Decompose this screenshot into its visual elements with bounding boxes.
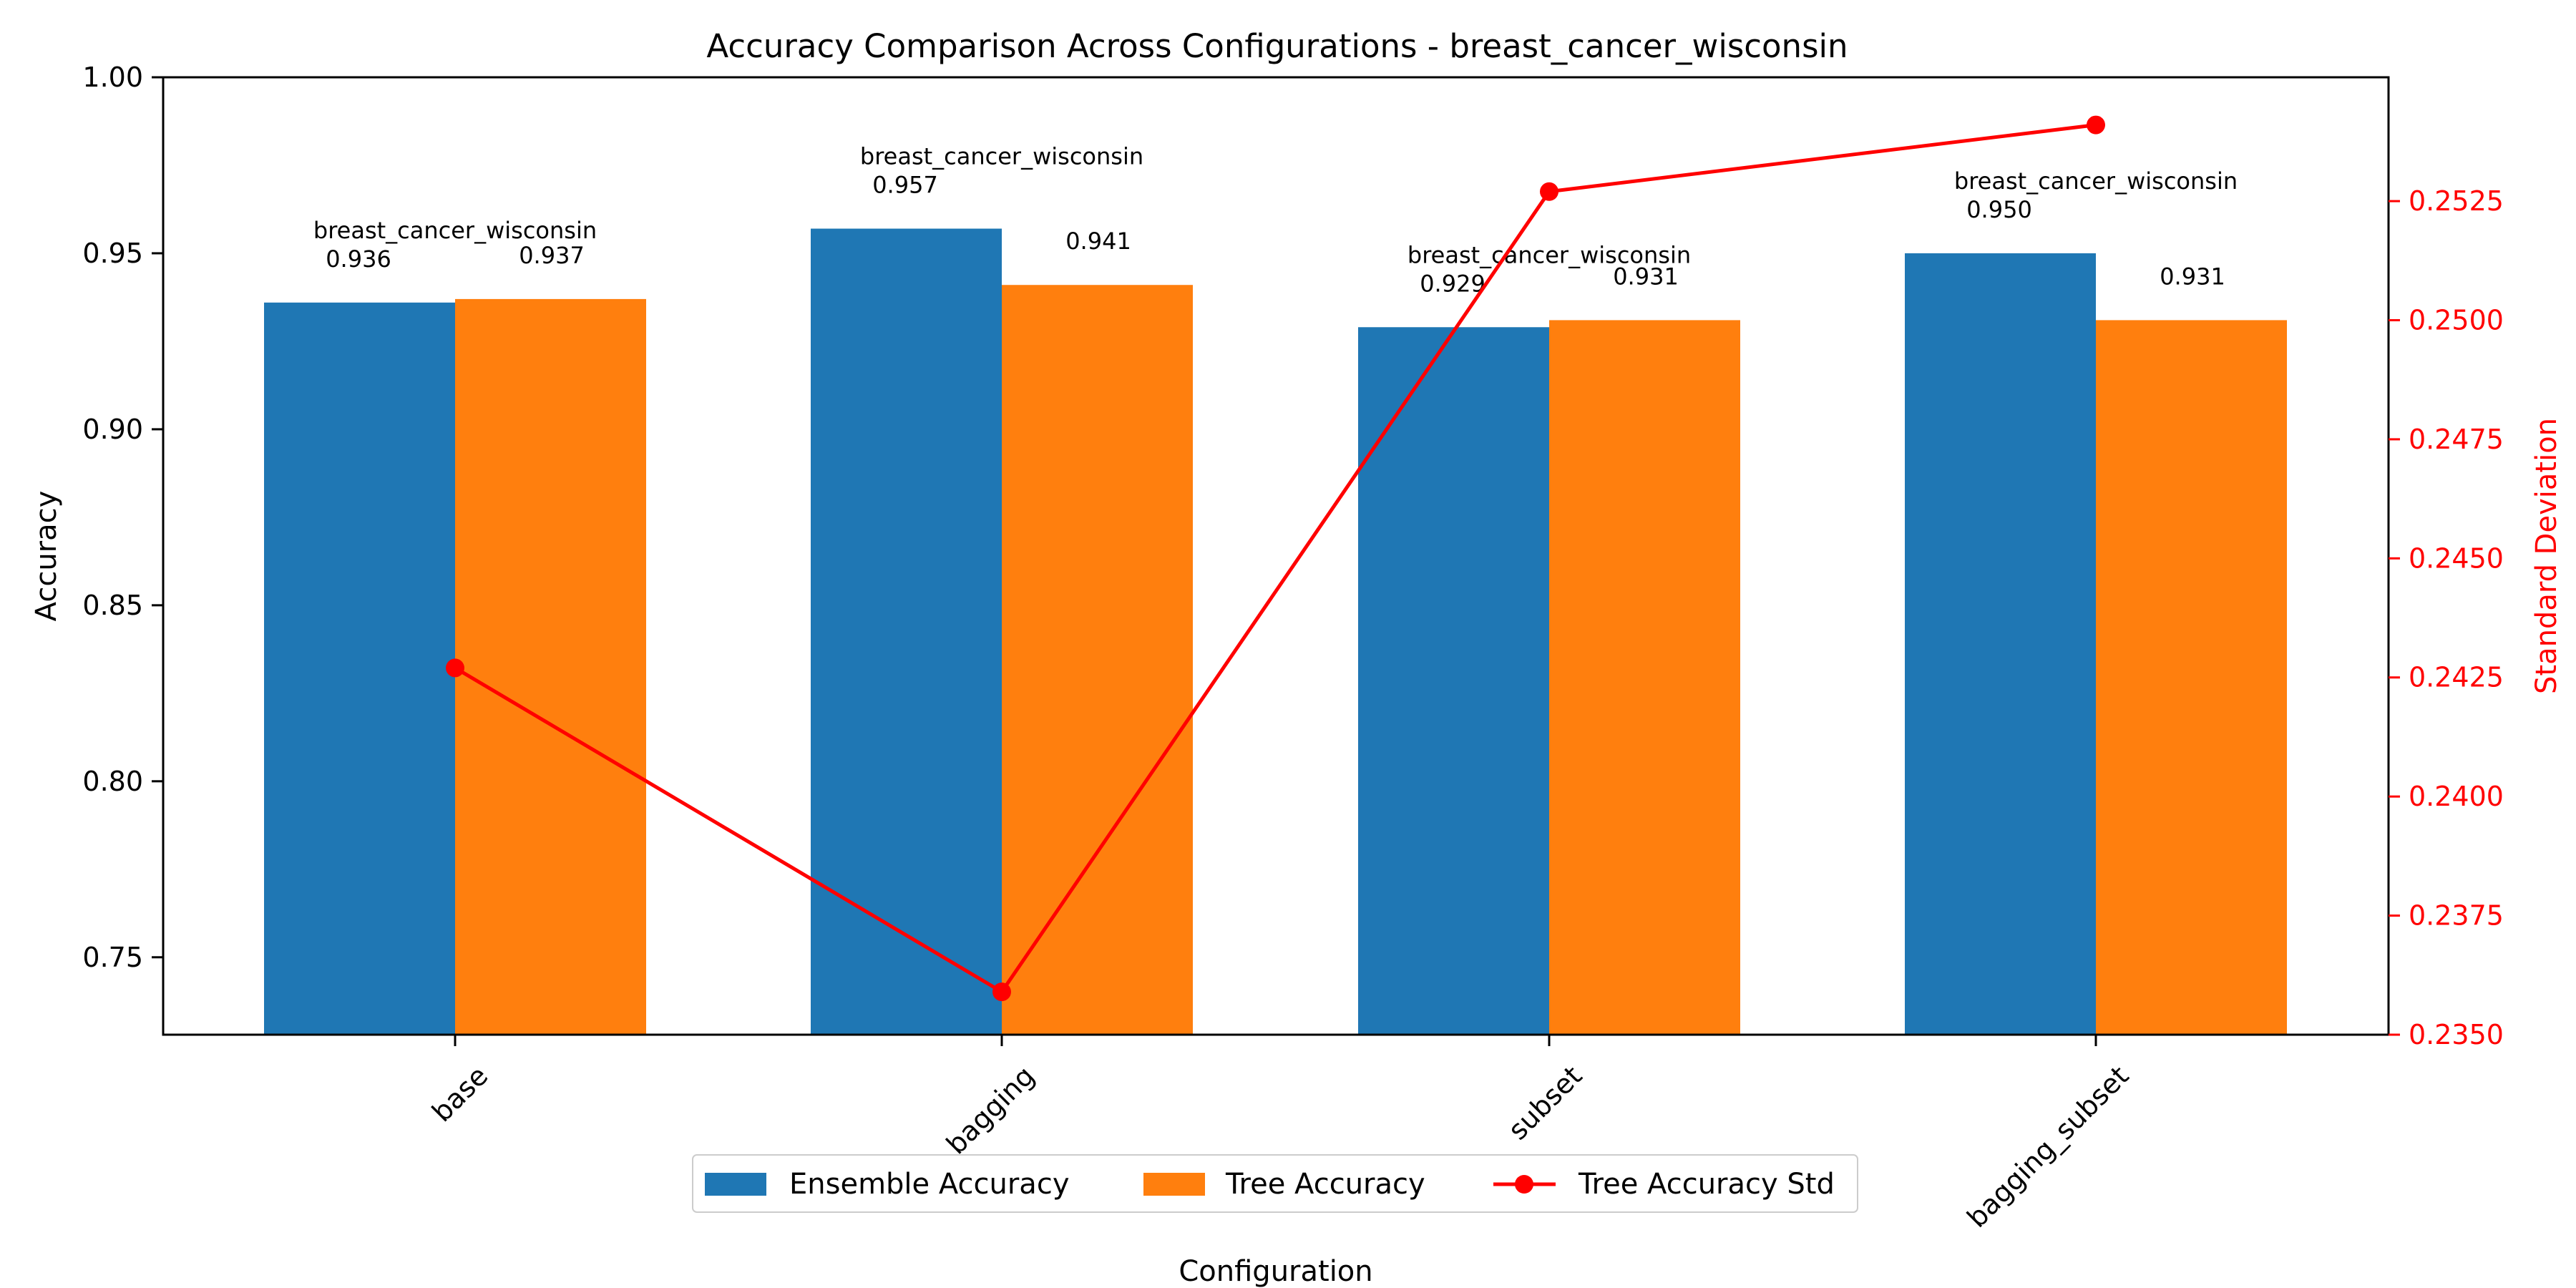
bar-value-label-tree-base: 0.937: [519, 242, 585, 269]
y-axis-left: 0.75 0.80 0.85 0.90 0.95 1.00: [82, 62, 163, 973]
y2-tick-label: 0.2525: [2409, 185, 2504, 217]
plot-frame: [162, 76, 2390, 1036]
legend-swatch-std-marker: [1515, 1175, 1533, 1194]
legend: Ensemble Accuracy Tree Accuracy Tree Acc…: [692, 1154, 1858, 1213]
y-tick-label: 1.00: [82, 62, 143, 93]
x-tick-label-base: base: [426, 1060, 494, 1128]
dataset-label-base: breast_cancer_wisconsin: [313, 217, 597, 244]
y-tick-label: 0.95: [82, 238, 143, 269]
y2-tick-label: 0.2475: [2409, 424, 2504, 455]
y2-tick-label: 0.2375: [2409, 900, 2504, 932]
bar-ensemble-bagging_subset: [1905, 253, 2096, 1035]
legend-frame: [692, 1154, 1858, 1213]
y2-tick-label: 0.2400: [2409, 781, 2504, 812]
dataset-label-bagging_subset: breast_cancer_wisconsin: [1954, 167, 2238, 195]
std-point-base: [446, 658, 464, 678]
y2-tick-label: 0.2425: [2409, 662, 2504, 693]
bar-value-label-tree-subset: 0.931: [1613, 263, 1679, 290]
bar-ensemble-subset: [1358, 327, 1549, 1035]
bar-value-label-ensemble-bagging_subset: 0.950: [1966, 196, 2032, 223]
chart-title: Accuracy Comparison Across Configuration…: [706, 27, 1848, 65]
std-point-subset: [1540, 182, 1558, 201]
bar-tree-bagging_subset: [2096, 320, 2287, 1035]
std-line-path: [454, 123, 2097, 995]
y-axis-label: Accuracy: [30, 491, 63, 622]
y2-tick-label: 0.2500: [2409, 304, 2504, 336]
y-tick-label: 0.80: [82, 766, 143, 797]
std-line: [446, 115, 2105, 1002]
bar-value-label-tree-bagging_subset: 0.931: [2160, 263, 2225, 290]
dataset-label-subset: breast_cancer_wisconsin: [1407, 241, 1691, 268]
y-axis-right: 0.2350 0.2375 0.2400 0.2425 0.2450 0.2475 0.25…: [2389, 185, 2504, 1050]
x-tick-label-bagging_subset: bagging_subset: [1961, 1060, 2135, 1234]
y-tick-label: 0.75: [82, 942, 143, 973]
bar-value-label-ensemble-base: 0.936: [326, 245, 391, 273]
y-tick-label: 0.85: [82, 590, 143, 621]
bar-tree-subset: [1549, 320, 1740, 1035]
x-tick-label-bagging: bagging: [940, 1060, 1040, 1160]
bar-ensemble-base: [264, 302, 455, 1035]
bar-labels: 0.936 0.937breast_cancer_wisconsin0.9570.…: [313, 143, 2238, 298]
bar-tree-base: [455, 298, 646, 1035]
std-point-bagging: [992, 982, 1011, 1002]
y2-tick-label: 0.2350: [2409, 1019, 2504, 1050]
legend-label-std: Tree Accuracy Std: [1578, 1168, 1835, 1201]
bar-value-label-ensemble-bagging: 0.957: [872, 172, 938, 199]
bar-value-label-ensemble-subset: 0.929: [1420, 270, 1485, 297]
bar-tree-bagging: [1002, 285, 1193, 1035]
bar-value-label-tree-bagging: 0.941: [1065, 228, 1131, 255]
y2-tick-label: 0.2450: [2409, 542, 2504, 574]
dataset-label-bagging: breast_cancer_wisconsin: [860, 143, 1143, 170]
y2-axis-label: Standard Deviation: [2530, 418, 2563, 694]
legend-label-ensemble: Ensemble Accuracy: [789, 1168, 1069, 1201]
legend-label-tree: Tree Accuracy: [1225, 1168, 1425, 1201]
std-point-bagging_subset: [2087, 115, 2105, 135]
x-tick-label-subset: subset: [1502, 1060, 1588, 1146]
x-axis-label: Configuration: [1179, 1255, 1372, 1288]
bar-ensemble-bagging: [811, 228, 1002, 1035]
bars: [264, 228, 2287, 1035]
legend-swatch-ensemble: [705, 1173, 766, 1196]
legend-swatch-tree: [1143, 1173, 1205, 1196]
y-tick-label: 0.90: [82, 414, 143, 445]
